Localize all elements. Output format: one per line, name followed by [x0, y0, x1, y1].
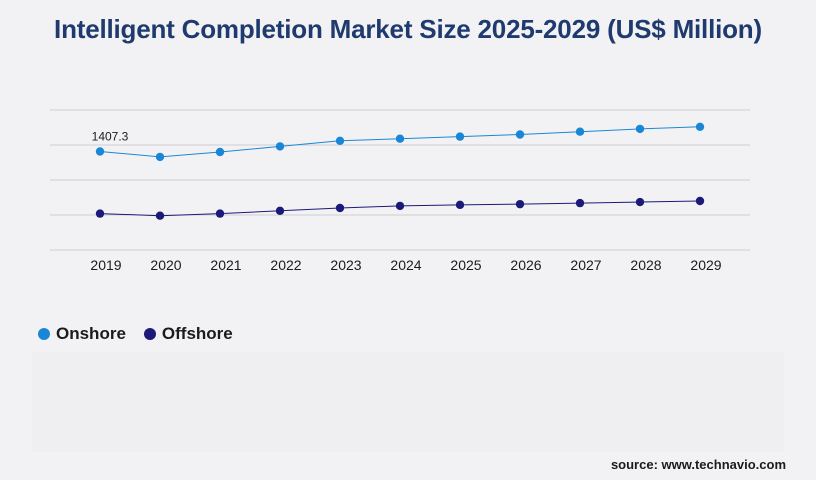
data-point-offshore [455, 200, 465, 210]
legend-marker-onshore [38, 328, 50, 340]
data-point-offshore [575, 198, 585, 208]
legend-label-onshore: Onshore [56, 324, 126, 343]
x-tick-label: 2028 [630, 257, 661, 273]
data-point-offshore [155, 211, 165, 220]
data-point-onshore [455, 132, 465, 141]
data-point-offshore [515, 199, 525, 209]
data-point-onshore [395, 134, 405, 143]
data-point-onshore [635, 124, 645, 134]
legend-item-onshore: Onshore [38, 324, 126, 344]
data-point-offshore [95, 209, 105, 218]
x-tick-label: 2021 [210, 257, 241, 273]
legend-item-offshore: Offshore [143, 324, 233, 344]
x-tick-label: 2022 [270, 257, 301, 273]
data-point-onshore [215, 147, 225, 157]
data-point-onshore [575, 127, 585, 136]
source-credit: source: www.technavio.com [610, 457, 786, 472]
data-point-offshore [395, 201, 405, 211]
x-tick-label: 2029 [690, 257, 721, 273]
data-point-onshore [95, 147, 105, 156]
data-point-offshore [695, 196, 705, 206]
data-point-onshore [515, 130, 525, 139]
data-point-offshore [635, 197, 645, 207]
line-chart: 2019 2020 2021 2022 2023 2024 2025 2026 2027 2028… [50, 109, 750, 273]
x-tick-label: 2019 [90, 257, 121, 273]
chart-title: Intelligent Completion Market Size 2025-… [54, 14, 762, 44]
data-point-onshore [275, 142, 285, 151]
data-point-onshore [155, 152, 165, 162]
x-tick-label: 2026 [510, 257, 541, 273]
data-label: 1407.3 [92, 129, 129, 143]
data-point-offshore [335, 203, 345, 213]
chart-legend: Onshore Offshore [38, 324, 233, 344]
legend-label-offshore: Offshore [161, 324, 233, 343]
footer-band [32, 352, 784, 452]
legend-marker-offshore [143, 328, 156, 340]
data-point-onshore [335, 136, 345, 145]
data-point-onshore [695, 122, 705, 131]
x-tick-label: 2027 [570, 257, 601, 273]
x-tick-label: 2023 [330, 257, 361, 273]
x-tick-label: 2020 [150, 257, 181, 273]
x-tick-label: 2025 [450, 257, 481, 273]
data-point-offshore [215, 209, 225, 218]
x-tick-label: 2024 [390, 257, 421, 273]
data-point-offshore [275, 206, 285, 215]
